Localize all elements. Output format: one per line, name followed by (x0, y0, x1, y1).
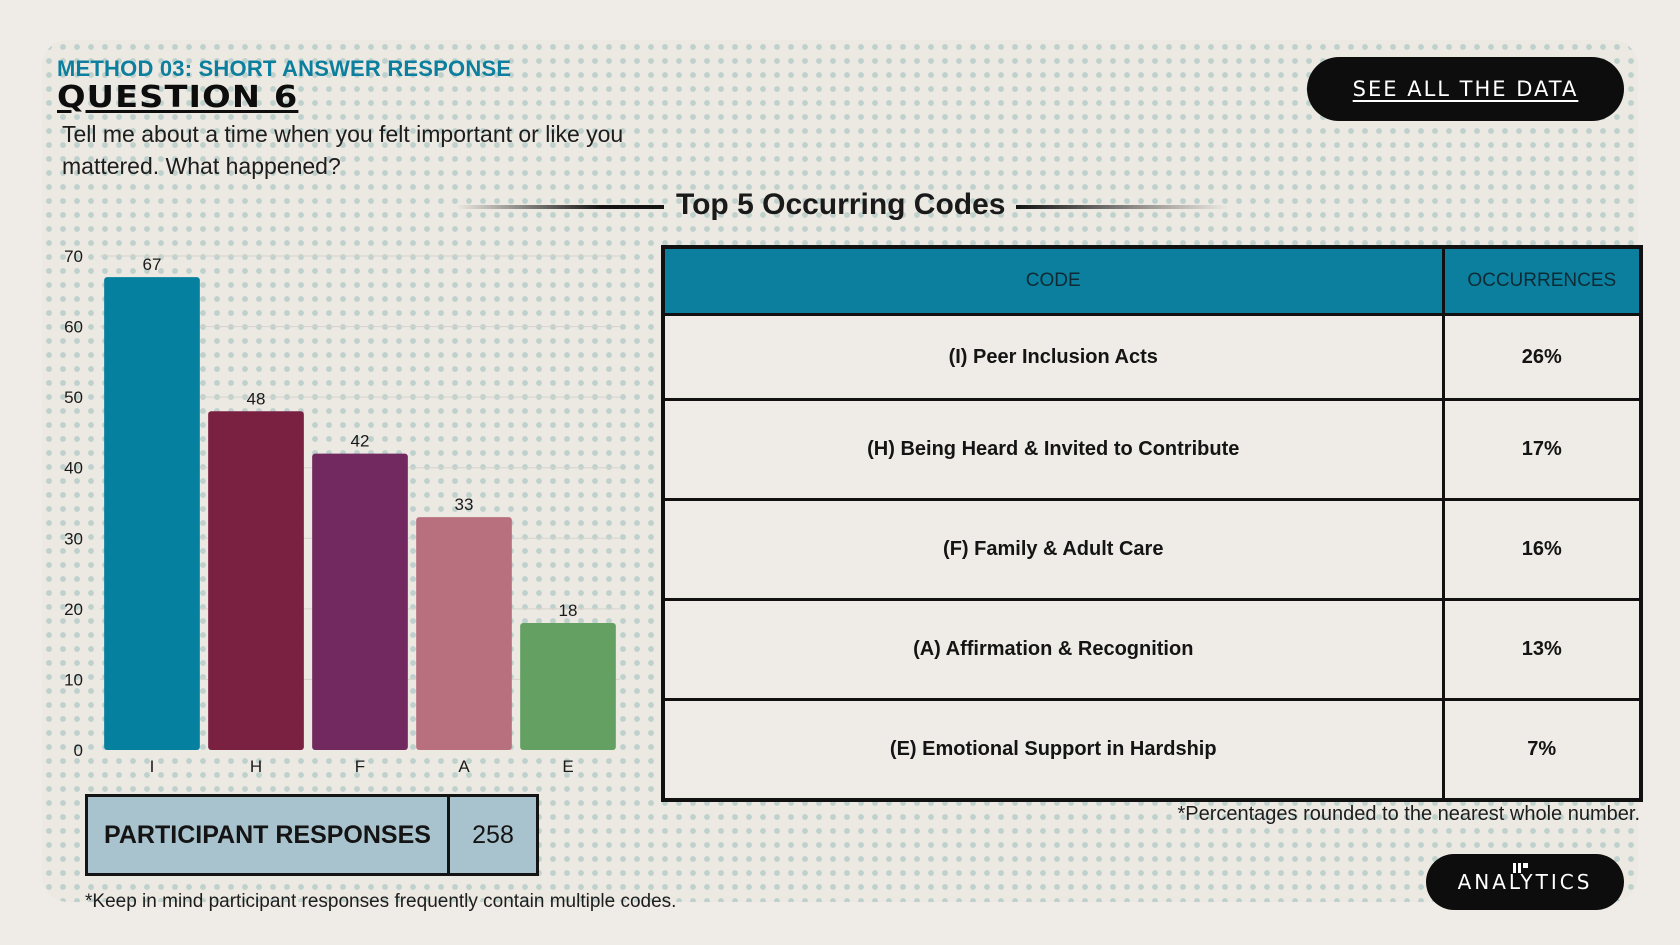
code-column-header: CODE (661, 245, 1445, 316)
y-tick-label: 70 (64, 247, 83, 266)
code-cell: (E) Emotional Support in Hardship (661, 698, 1445, 802)
title-rule-right (1016, 205, 1228, 209)
data-label: 42 (351, 432, 370, 451)
y-tick-label: 50 (64, 388, 83, 407)
code-cell: (A) Affirmation & Recognition (661, 598, 1445, 701)
y-tick-label: 60 (64, 318, 83, 337)
bar (416, 517, 512, 750)
data-label: 67 (143, 255, 162, 274)
bar (104, 277, 200, 750)
x-tick-label: E (562, 757, 573, 776)
bar (520, 622, 616, 750)
question-title: QUESTION 6 (57, 80, 299, 115)
bar-chart: 0 10 20 30 40 50 60 70 67 I 48 H 42 F 33 A 18 E (64, 247, 620, 776)
section-title: Top 5 Occurring Codes (676, 188, 1006, 221)
code-cell: (I) Peer Inclusion Acts (661, 313, 1445, 401)
percent-cell: 26% (1441, 313, 1643, 401)
logo-text: ANALYTICS (1457, 870, 1593, 894)
table-row: (E) Emotional Support in Hardship 7% (661, 698, 1643, 802)
logo-mark-icon (1513, 863, 1528, 873)
multiple-codes-note: *Keep in mind participant responses freq… (85, 891, 677, 912)
title-rule-left (456, 205, 664, 209)
x-tick-label: A (458, 757, 470, 776)
y-tick-label: 0 (74, 741, 83, 760)
participant-responses-label: PARTICIPANT RESPONSES (88, 797, 450, 873)
table-row: (I) Peer Inclusion Acts 26% (661, 313, 1643, 401)
percent-cell: 17% (1441, 398, 1643, 501)
x-tick-label: I (150, 757, 155, 776)
bar (312, 453, 408, 750)
y-tick-label: 20 (64, 600, 83, 619)
occurrences-column-header: OCCURRENCES (1441, 245, 1643, 316)
participant-responses-value: 258 (472, 820, 514, 849)
code-cell: (F) Family & Adult Care (661, 498, 1445, 601)
question-prompt: Tell me about a time when you felt impor… (62, 121, 624, 179)
table-header-row: CODE OCCURRENCES (661, 245, 1643, 316)
y-tick-label: 30 (64, 529, 83, 548)
table-row: (F) Family & Adult Care 16% (661, 498, 1643, 601)
codes-table: CODE OCCURRENCES (I) Peer Inclusion Acts… (661, 245, 1643, 802)
percent-cell: 13% (1441, 598, 1643, 701)
x-tick-label: H (250, 757, 262, 776)
participant-responses-box: PARTICIPANT RESPONSES 258 (85, 794, 539, 876)
x-tick-label: F (355, 757, 365, 776)
table-row: (H) Being Heard & Invited to Contribute … (661, 398, 1643, 501)
y-tick-label: 40 (64, 459, 83, 478)
bar (208, 411, 304, 750)
data-label: 33 (455, 495, 474, 514)
table-row: (A) Affirmation & Recognition 13% (661, 598, 1643, 701)
data-label: 18 (559, 601, 578, 620)
rounding-note: *Percentages rounded to the nearest whol… (1177, 803, 1640, 825)
percent-cell: 16% (1441, 498, 1643, 601)
see-all-data-button[interactable]: SEE ALL THE DATA (1307, 57, 1624, 121)
data-label: 48 (247, 389, 266, 408)
method-label: METHOD 03: SHORT ANSWER RESPONSE (57, 56, 512, 81)
code-cell: (H) Being Heard & Invited to Contribute (661, 398, 1445, 501)
y-tick-label: 10 (64, 670, 83, 689)
percent-cell: 7% (1441, 698, 1643, 802)
analytics-logo: ANALYTICS (1426, 854, 1624, 910)
